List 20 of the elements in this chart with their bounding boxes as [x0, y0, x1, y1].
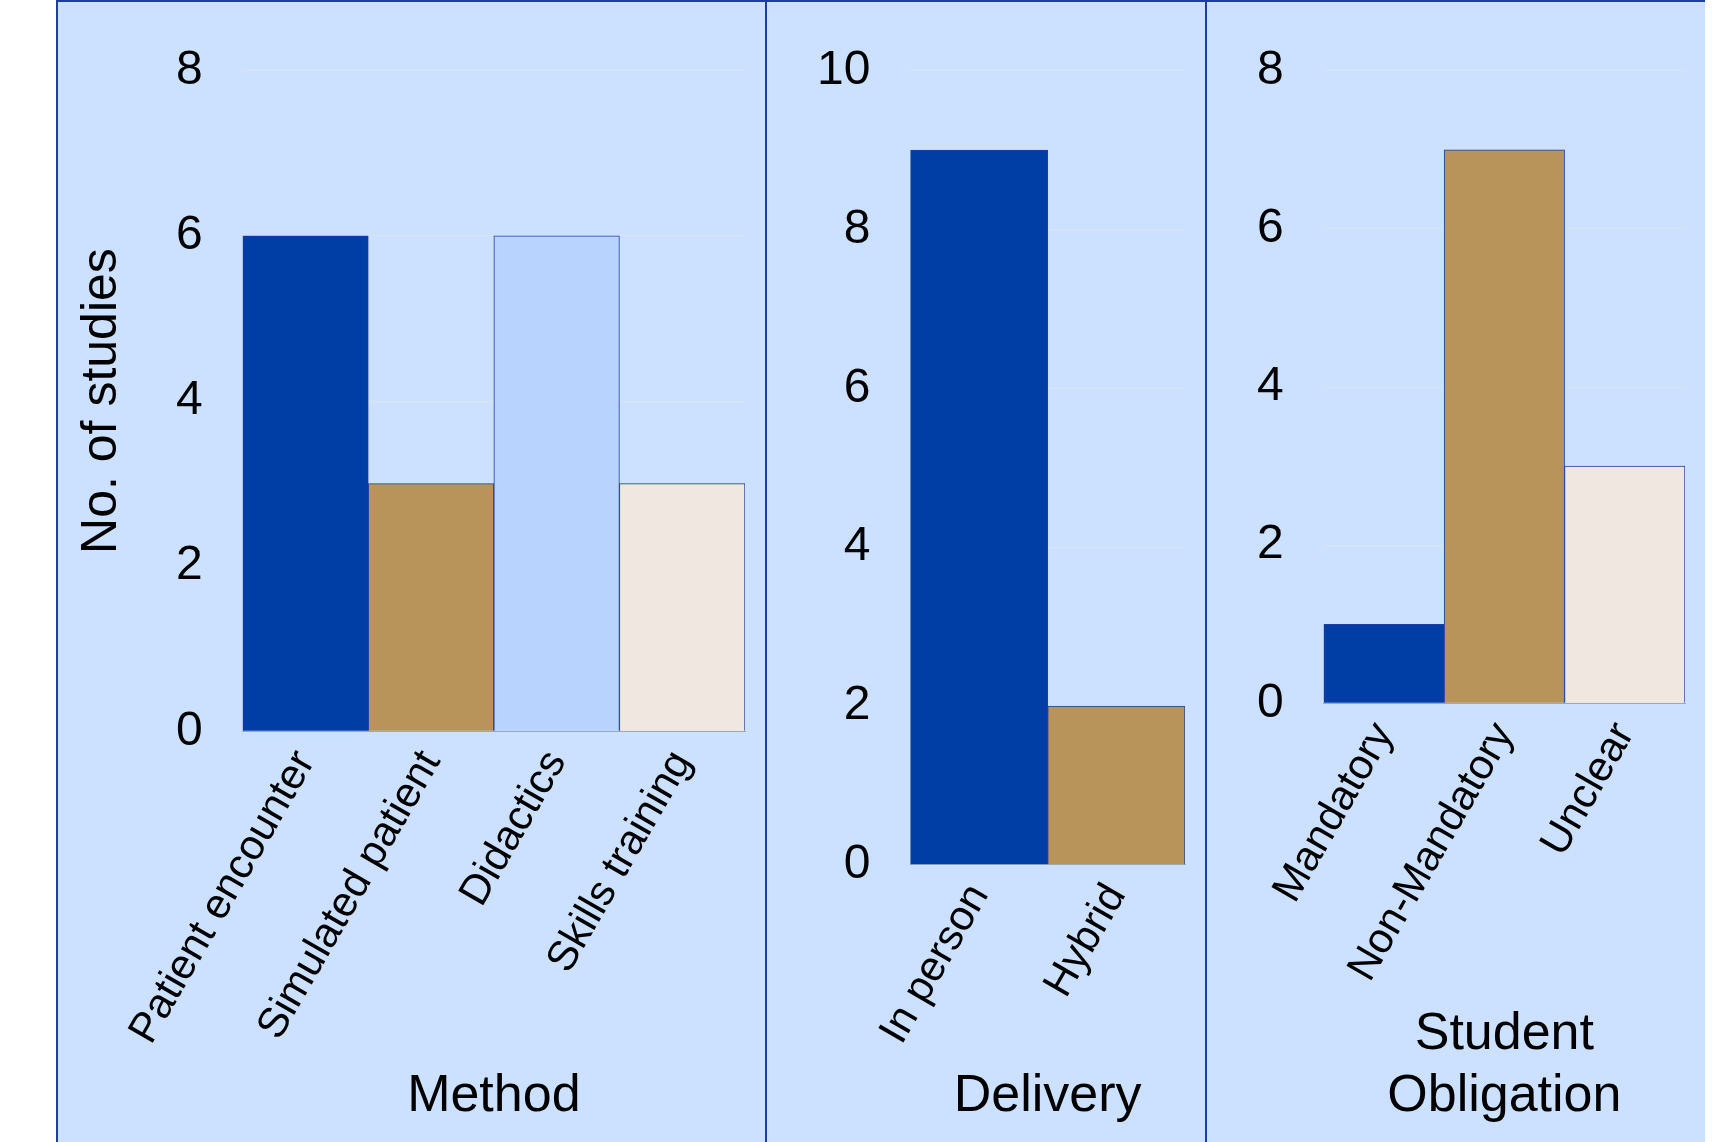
y-axis-title: No. of studies — [70, 248, 127, 554]
y-tick-label: 2 — [175, 536, 203, 590]
y-tick-label: 4 — [1256, 357, 1284, 411]
y-tick-label: 8 — [843, 199, 871, 253]
y-tick-label: 0 — [175, 701, 203, 755]
x-axis-title: Delivery — [953, 1064, 1142, 1123]
y-tick-label: 8 — [1256, 41, 1284, 95]
y-tick-label: 6 — [175, 206, 203, 260]
y-tick-label: 0 — [843, 834, 871, 888]
y-tick-label: 6 — [843, 358, 871, 412]
x-axis-title: Method — [407, 1064, 581, 1123]
y-tick-label: 8 — [175, 41, 203, 95]
y-tick-label: 0 — [1256, 673, 1284, 727]
y-tick-label: 4 — [843, 517, 871, 571]
y-tick-label: 2 — [1256, 515, 1284, 569]
y-tick-label: 6 — [1256, 199, 1284, 253]
y-tick-label: 4 — [175, 371, 203, 425]
x-axis-title: Student Obligation — [1387, 1001, 1622, 1123]
y-tick-label: 2 — [843, 676, 871, 730]
y-tick-label: 10 — [817, 41, 871, 95]
